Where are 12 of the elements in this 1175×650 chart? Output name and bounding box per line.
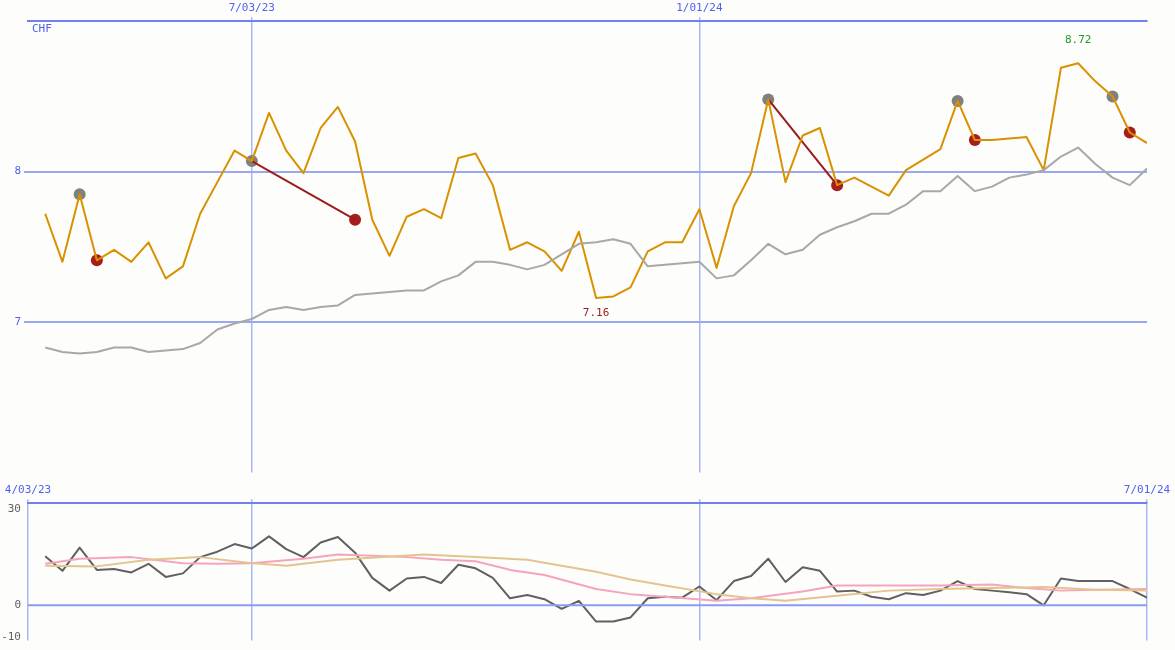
- annotation: 7.16: [582, 306, 610, 320]
- y-axis-title: CHF: [32, 21, 52, 35]
- y-tick-label: -10: [1, 630, 21, 644]
- x-tick-label: 4/03/23: [4, 483, 52, 497]
- y-tick-label: 0: [14, 598, 21, 612]
- x-tick-label: 1/01/24: [676, 1, 723, 15]
- x-tick-label: 7/03/23: [228, 1, 275, 15]
- annotation: 8.72: [1064, 32, 1092, 46]
- y-tick-label: 7: [14, 314, 21, 328]
- y-tick-label: 8: [14, 164, 21, 178]
- x-tick-label: 7/01/24: [1123, 483, 1171, 497]
- y-tick-label: 30: [7, 502, 21, 516]
